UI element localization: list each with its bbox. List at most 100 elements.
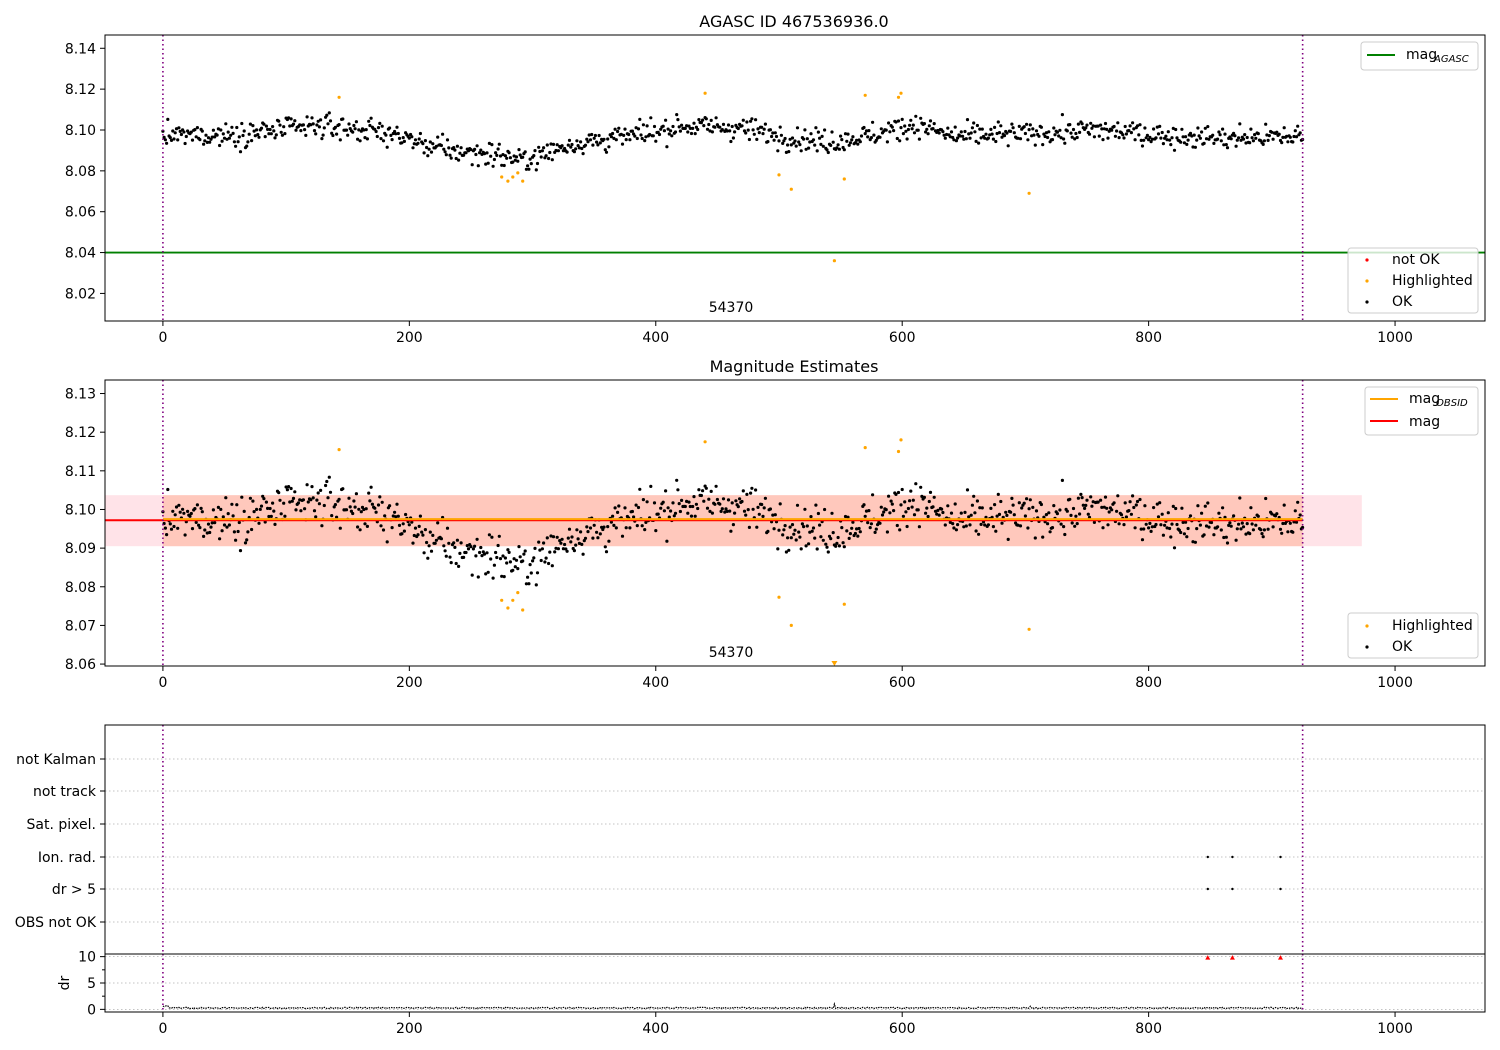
ok-point bbox=[338, 138, 342, 142]
ok-point bbox=[991, 137, 996, 141]
x-tick-label: 1000 bbox=[1377, 675, 1413, 691]
ok-point bbox=[381, 139, 386, 143]
ok-point bbox=[842, 148, 846, 152]
ok-point bbox=[545, 536, 549, 540]
ok-point bbox=[235, 503, 239, 507]
ok-point bbox=[395, 502, 399, 506]
ok-point bbox=[1185, 142, 1189, 146]
ok-point bbox=[550, 564, 554, 568]
ok-point bbox=[293, 490, 297, 494]
ok-point bbox=[967, 515, 971, 519]
ok-point bbox=[911, 123, 915, 127]
ok-point bbox=[595, 530, 599, 534]
ok-point bbox=[945, 132, 949, 137]
ok-point bbox=[903, 500, 907, 504]
ok-point bbox=[909, 489, 913, 493]
ok-point bbox=[182, 511, 186, 515]
ok-point bbox=[198, 526, 202, 530]
ok-point bbox=[669, 129, 673, 133]
ok-point bbox=[760, 502, 764, 507]
flag-label-sat-pixel: Sat. pixel. bbox=[27, 817, 96, 833]
ok-point bbox=[1217, 130, 1221, 134]
ok-point bbox=[455, 144, 459, 148]
ok-point bbox=[612, 523, 616, 528]
ok-point bbox=[1052, 126, 1056, 130]
ok-point bbox=[919, 485, 923, 489]
ok-point bbox=[250, 139, 254, 143]
ok-point bbox=[1203, 126, 1207, 130]
ok-point bbox=[219, 507, 223, 511]
ok-point bbox=[783, 524, 787, 528]
ok-point bbox=[1239, 138, 1243, 142]
ok-point bbox=[482, 552, 487, 556]
ok-point bbox=[709, 118, 713, 122]
ok-point bbox=[798, 535, 802, 539]
ok-point bbox=[853, 141, 858, 145]
ok-point bbox=[933, 509, 938, 513]
ok-point bbox=[544, 556, 548, 560]
ok-point bbox=[872, 133, 876, 137]
ok-point bbox=[1073, 524, 1077, 528]
ok-point bbox=[935, 512, 939, 516]
ok-point bbox=[494, 550, 498, 555]
ok-point bbox=[959, 511, 963, 515]
ok-point bbox=[394, 515, 398, 519]
ok-point bbox=[645, 124, 649, 128]
ok-point bbox=[628, 138, 632, 142]
ok-point bbox=[566, 143, 570, 147]
ok-point bbox=[1293, 129, 1297, 133]
ok-point bbox=[1181, 520, 1185, 525]
ok-point bbox=[1155, 502, 1159, 506]
ok-point bbox=[850, 138, 854, 142]
ok-point bbox=[989, 506, 993, 510]
ok-point bbox=[556, 547, 561, 551]
ok-point bbox=[936, 128, 940, 133]
ok-point bbox=[445, 138, 450, 142]
ok-point bbox=[677, 125, 681, 129]
highlighted-point bbox=[777, 595, 781, 599]
ok-point bbox=[1009, 510, 1013, 514]
ok-point bbox=[962, 525, 966, 529]
dr-y-tick-label: 0 bbox=[87, 1002, 96, 1018]
ok-point bbox=[1166, 130, 1170, 134]
ok-point bbox=[166, 487, 170, 492]
ok-point bbox=[643, 528, 647, 532]
ok-point bbox=[1022, 501, 1026, 505]
ok-point bbox=[613, 506, 617, 510]
ok-point bbox=[666, 506, 670, 510]
ok-point bbox=[1150, 137, 1154, 141]
ok-point bbox=[1117, 136, 1121, 140]
ok-point bbox=[995, 514, 999, 518]
panel-flags: not Kalman not track Sat. pixel. Ion. ra… bbox=[15, 724, 1486, 955]
ok-point bbox=[1161, 533, 1165, 537]
highlighted-point bbox=[899, 91, 903, 95]
ok-point bbox=[429, 549, 434, 553]
ok-point bbox=[1000, 521, 1004, 525]
x-tick-label: 200 bbox=[396, 675, 423, 691]
ok-point bbox=[173, 131, 177, 135]
ok-point bbox=[257, 521, 261, 525]
panel1-title: AGASC ID 467536936.0 bbox=[699, 12, 888, 31]
ok-point bbox=[772, 527, 776, 531]
ok-point bbox=[588, 526, 593, 530]
x-tick-label: 600 bbox=[889, 1021, 916, 1037]
ok-point bbox=[413, 526, 418, 530]
ok-point bbox=[641, 123, 646, 127]
y-tick-label: 8.02 bbox=[65, 286, 96, 302]
ok-point bbox=[797, 530, 801, 534]
ok-point bbox=[789, 143, 793, 147]
ok-point bbox=[448, 153, 452, 157]
ok-point bbox=[851, 520, 855, 524]
ok-point bbox=[974, 139, 978, 143]
ok-point bbox=[401, 522, 405, 526]
ok-point bbox=[533, 546, 537, 551]
ok-point bbox=[363, 522, 367, 526]
ok-point bbox=[676, 488, 680, 492]
ok-point bbox=[278, 498, 282, 502]
ok-point bbox=[190, 527, 195, 531]
ok-point bbox=[1089, 121, 1093, 125]
ok-point bbox=[344, 128, 349, 132]
x-tick-label: 0 bbox=[158, 1021, 167, 1037]
ok-point bbox=[221, 515, 225, 519]
ok-point bbox=[654, 529, 658, 533]
